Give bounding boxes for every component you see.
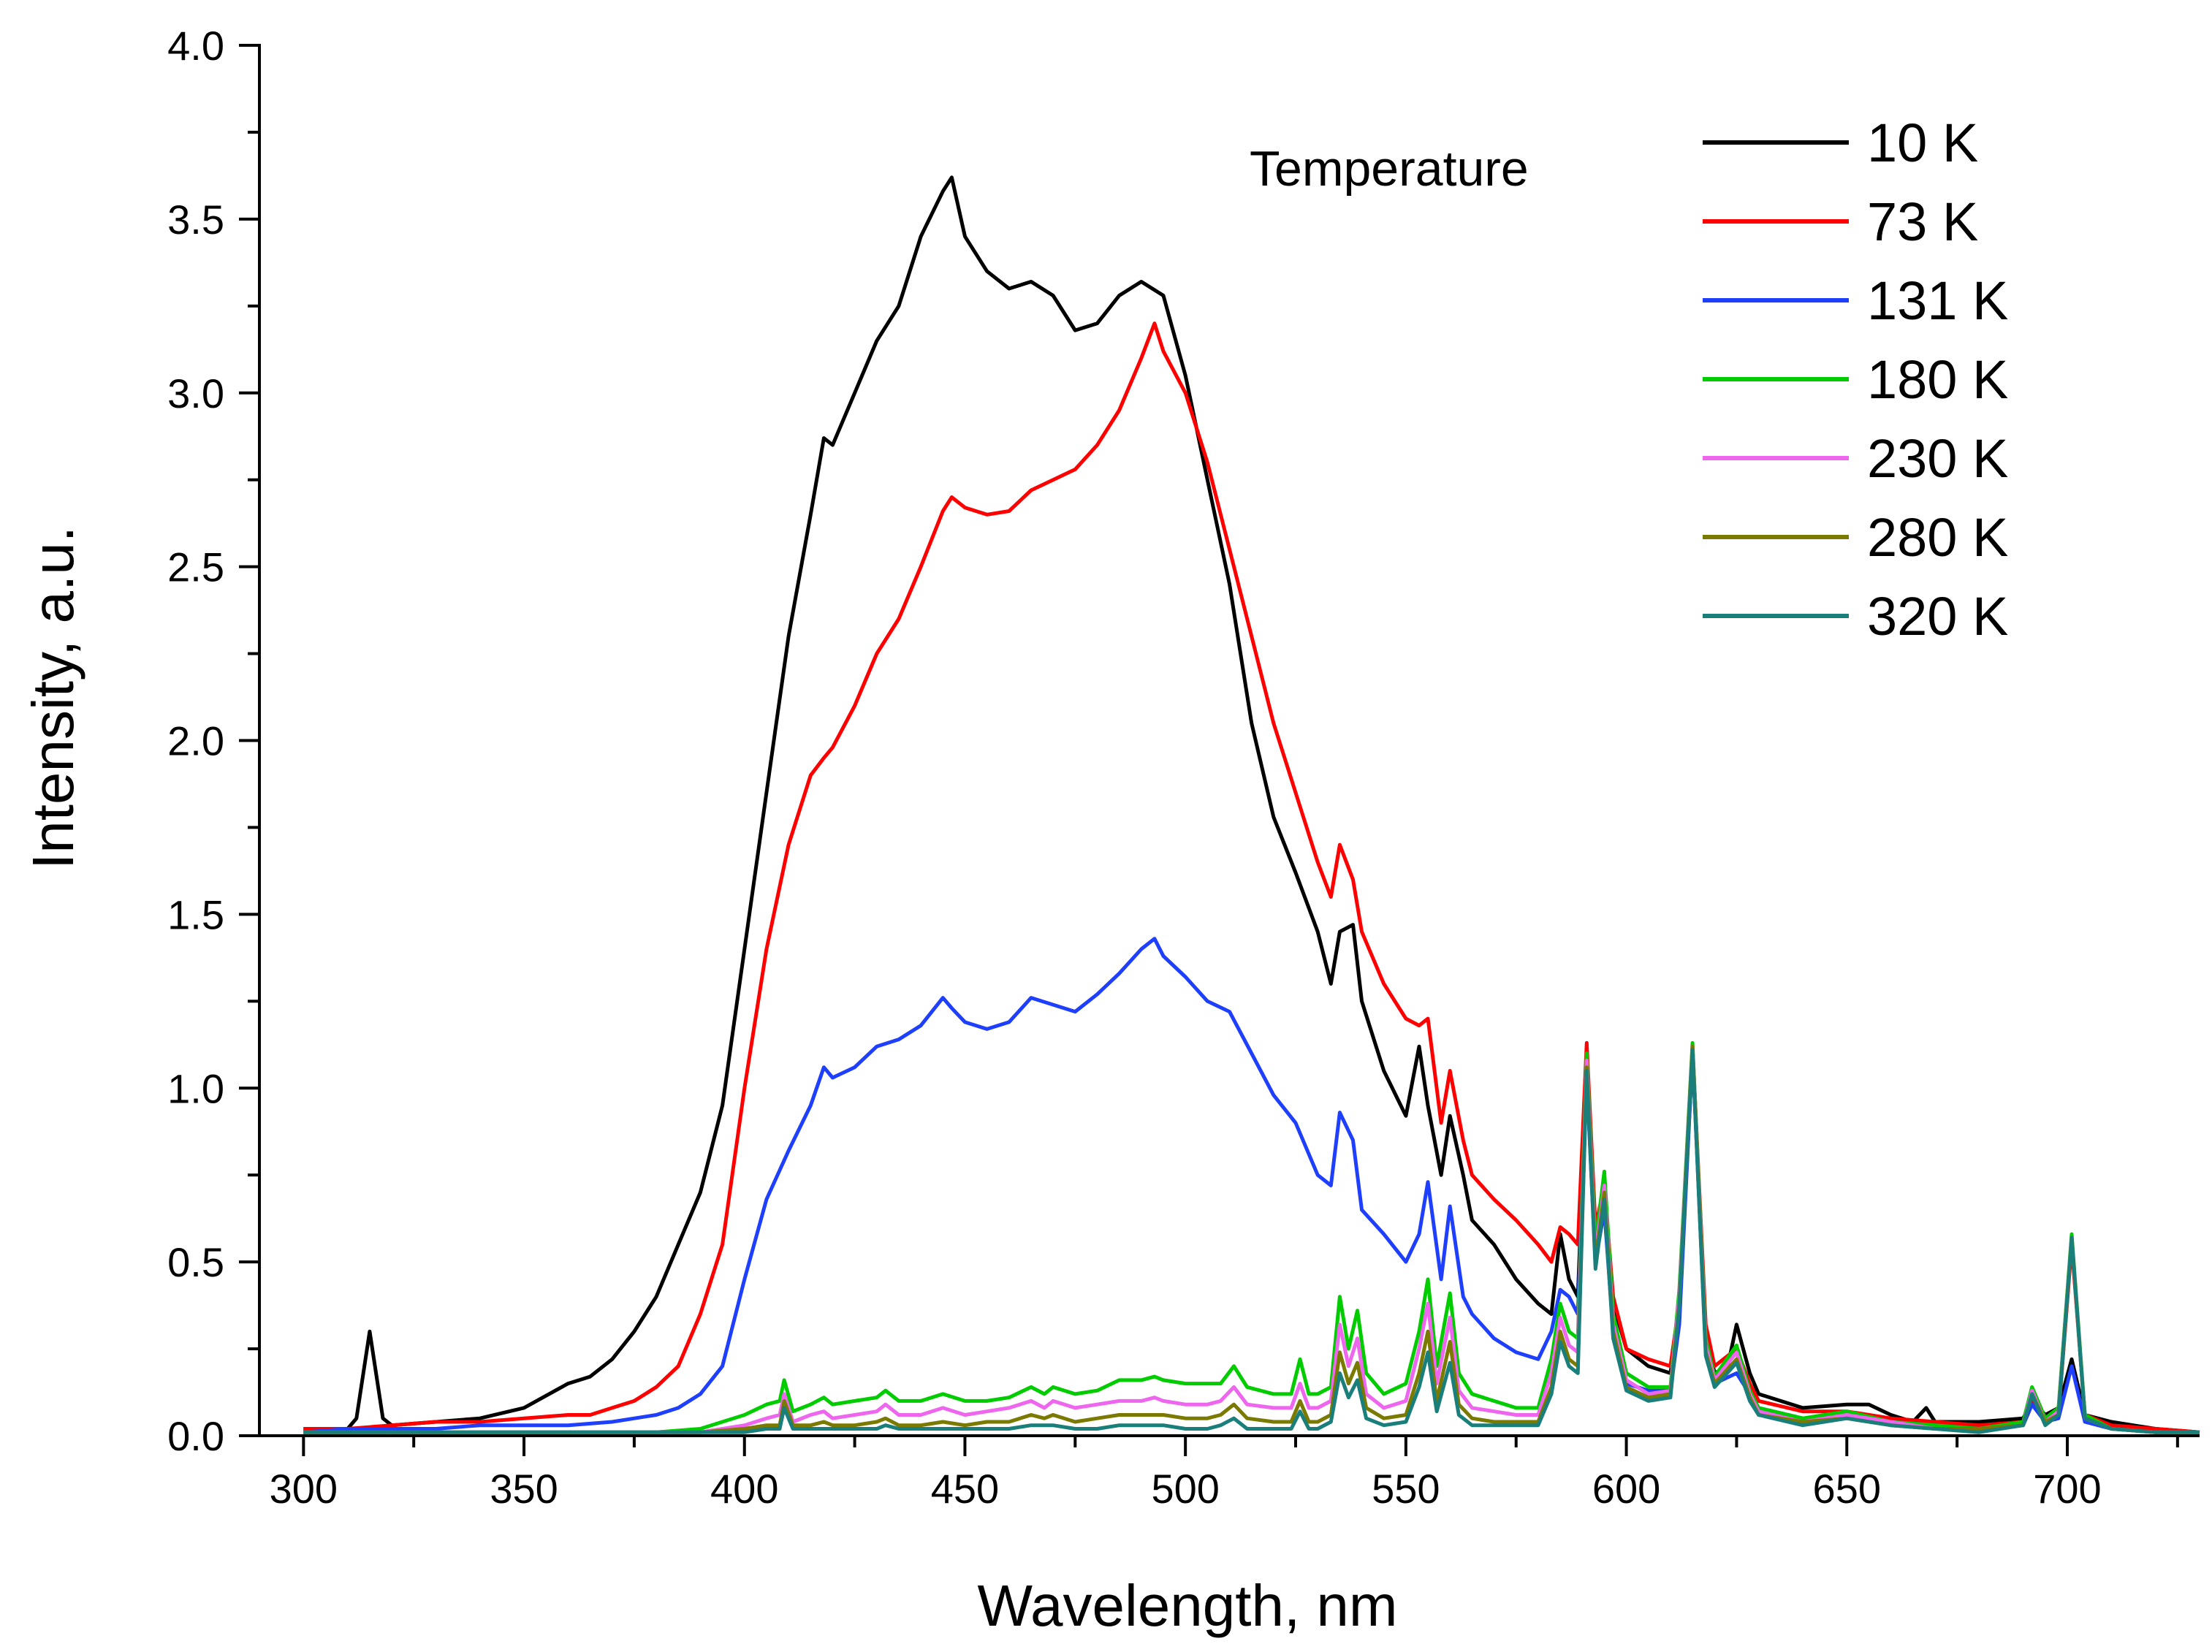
series-line-131-k	[303, 937, 2200, 1434]
x-tick-label: 650	[1813, 1466, 1881, 1512]
y-tick-label: 4.0	[167, 23, 224, 69]
series-line-230-k	[303, 1044, 2200, 1434]
x-tick-label: 350	[490, 1466, 558, 1512]
series-line-10-k	[303, 175, 2200, 1434]
y-tick-label: 1.0	[167, 1065, 224, 1111]
legend-title: Temperature	[1250, 141, 1529, 197]
y-axis-title: Intensity, a.u.	[20, 526, 85, 869]
y-tick-label: 2.0	[167, 718, 224, 764]
y-tick-label: 0.5	[167, 1239, 224, 1285]
y-tick-label: 0.0	[167, 1413, 224, 1459]
x-tick-label: 400	[710, 1466, 778, 1512]
legend-label: 131 K	[1867, 270, 2008, 331]
legend-label: 10 K	[1867, 113, 1978, 173]
series-line-320-k	[303, 1048, 2200, 1434]
legend-label: 73 K	[1867, 191, 1978, 252]
x-tick-label: 550	[1372, 1466, 1440, 1512]
x-tick-label: 600	[1592, 1466, 1660, 1512]
series-layer	[303, 175, 2200, 1434]
x-tick-label: 700	[2033, 1466, 2101, 1512]
x-tick-label: 450	[931, 1466, 999, 1512]
axes-layer: 300 350 400 450 500 550 600 650 700 0.0 0.5 1.0 1.5 2…	[167, 23, 2200, 1512]
y-tick-label: 3.0	[167, 370, 224, 416]
legend-label: 280 K	[1867, 507, 2008, 568]
legend-label: 180 K	[1867, 349, 2008, 410]
series-line-280-k	[303, 1044, 2200, 1434]
y-tick-label: 1.5	[167, 891, 224, 937]
legend-label: 230 K	[1867, 428, 2008, 489]
legend: Temperature 10 K 73 K 131 K 180 K 230 K 280 K…	[1250, 113, 2008, 647]
legend-label: 320 K	[1867, 586, 2008, 647]
x-tick-label: 500	[1151, 1466, 1219, 1512]
series-line-180-k	[303, 1040, 2200, 1434]
y-tick-label: 3.5	[167, 197, 224, 243]
x-tick-label: 300	[270, 1466, 338, 1512]
y-tick-label: 2.5	[167, 544, 224, 590]
x-axis-title: Wavelength, nm	[977, 1573, 1397, 1638]
series-line-73-k	[303, 321, 2200, 1434]
